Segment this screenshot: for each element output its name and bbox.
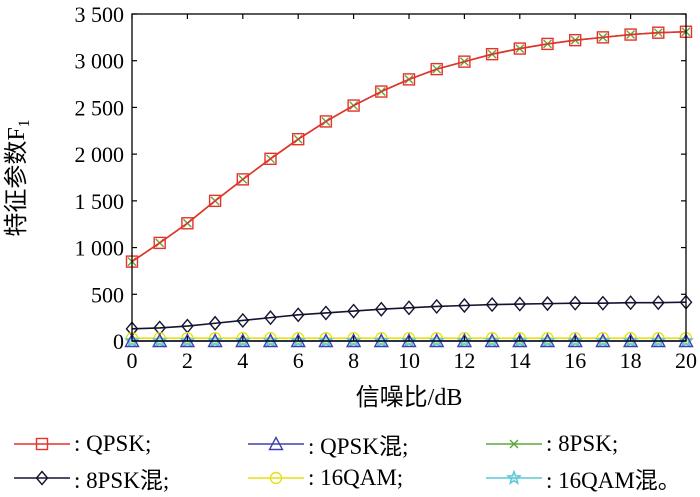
y-tick-label: 1 500 (75, 189, 125, 214)
y-tick-label: 2 500 (75, 95, 125, 120)
legend-label-16qam: : 16QAM; (308, 465, 404, 490)
data-point-0-3 (208, 194, 222, 208)
data-point-3-10 (402, 300, 416, 316)
data-point-3-11 (430, 298, 444, 315)
legend-item-16qam: : 16QAM; (246, 460, 403, 496)
y-tick-label: 500 (91, 282, 124, 307)
series-2 (127, 27, 691, 267)
data-point-0-18 (624, 28, 637, 41)
legend-row-1: : QPSK; : QPSK混; : 8PSK; (0, 426, 700, 462)
legend-swatch-16qam-mixed (486, 469, 542, 485)
x-tick-label: 16 (564, 348, 586, 373)
data-point-0-2 (181, 217, 194, 230)
data-point-3-19 (651, 295, 665, 311)
data-point-0-14 (513, 42, 526, 55)
x-tick-label: 14 (509, 348, 531, 373)
legend: : QPSK; : QPSK混; : 8PSK; : 8PSK混; : 16QA… (0, 420, 700, 497)
legend-row-2: : 8PSK混; : 16QAM; : 16QAM混。 (0, 460, 700, 496)
data-point-3-12 (457, 297, 471, 314)
data-point-3-14 (513, 296, 527, 312)
legend-marker (269, 471, 283, 485)
legend-marker (35, 437, 49, 451)
legend-marker (35, 470, 49, 486)
data-point-0-5 (264, 152, 277, 166)
legend-swatch-16qam (248, 471, 304, 485)
x-tick-label: 2 (182, 348, 193, 373)
data-point-0-13 (485, 47, 499, 61)
data-point-0-12 (458, 55, 471, 68)
legend-label-qpsk-mixed: : QPSK混; (308, 434, 409, 459)
y-tick-label: 3 500 (75, 2, 125, 27)
data-point-3-15 (541, 296, 554, 312)
series-0 (125, 25, 693, 268)
data-point-3-8 (347, 303, 361, 319)
x-tick-label: 0 (127, 348, 138, 373)
series-line-0 (131, 30, 687, 263)
legend-swatch-8psk-mixed (14, 470, 70, 486)
data-point-0-7 (319, 115, 333, 128)
legend-item-16qam-mixed: : 16QAM混。 (484, 460, 681, 496)
line-chart: 0 2 4 6 8 10 12 14 16 18 20 0 500 1 000 1 500 2 000 2 50… (3, 2, 697, 411)
data-point-3-6 (291, 307, 305, 323)
x-tick-label: 8 (348, 348, 359, 373)
legend-swatch-qpsk (14, 437, 70, 451)
legend-item-qpsk-mixed: : QPSK混; (246, 426, 408, 462)
series-line-3 (131, 301, 687, 330)
x-tick-label: 10 (398, 348, 420, 373)
legend-marker (268, 436, 284, 451)
legend-marker (505, 469, 523, 485)
data-point-0-19 (652, 26, 665, 39)
x-tick-label: 12 (453, 348, 475, 373)
data-point-3-17 (596, 295, 610, 311)
data-point-3-5 (264, 310, 277, 326)
y-tick-label: 3 000 (75, 49, 125, 74)
y-tick-label: 0 (113, 329, 124, 354)
series-line-2 (131, 30, 687, 263)
data-point-3-13 (485, 296, 499, 313)
legend-label-qpsk: : QPSK; (74, 431, 152, 456)
legend-item-8psk-mixed: : 8PSK混; (12, 460, 169, 496)
data-point-3-3 (208, 315, 222, 331)
series-3 (125, 294, 693, 337)
data-point-3-18 (624, 295, 638, 311)
data-point-0-6 (292, 132, 305, 146)
data-point-0-4 (236, 173, 250, 186)
data-point-0-10 (402, 73, 416, 86)
legend-label-16qam-mixed: : 16QAM混。 (546, 468, 681, 493)
y-tick-label: 2 000 (75, 142, 125, 167)
legend-item-8psk: : 8PSK; (484, 426, 618, 462)
data-point-0-1 (153, 236, 166, 250)
plot-frame (131, 13, 687, 342)
x-tick-label: 18 (620, 348, 642, 373)
x-tick-label: 6 (293, 348, 304, 373)
data-point-3-7 (319, 305, 333, 321)
x-axis-label: 信噪比/dB (356, 384, 463, 411)
data-point-3-16 (568, 295, 582, 311)
data-point-3-4 (236, 312, 250, 329)
x-tick-label: 20 (675, 348, 697, 373)
data-point-0-15 (541, 37, 554, 51)
legend-marker (509, 439, 519, 449)
data-point-3-9 (374, 301, 388, 317)
legend-swatch-8psk (486, 439, 542, 449)
data-point-0-17 (596, 31, 610, 44)
legend-label-8psk-mixed: : 8PSK混; (74, 468, 170, 493)
data-point-0-8 (347, 99, 360, 112)
data-point-0-9 (375, 85, 388, 98)
data-point-0-11 (430, 62, 443, 76)
x-tick-label: 4 (237, 348, 248, 373)
legend-item-qpsk: : QPSK; (12, 426, 151, 462)
legend-label-8psk: : 8PSK; (546, 431, 619, 456)
data-point-0-16 (569, 33, 582, 47)
y-tick-label: 1 000 (75, 236, 125, 261)
y-axis-label: 特征参数F1 (3, 119, 33, 236)
legend-swatch-qpsk-mixed (248, 436, 304, 451)
